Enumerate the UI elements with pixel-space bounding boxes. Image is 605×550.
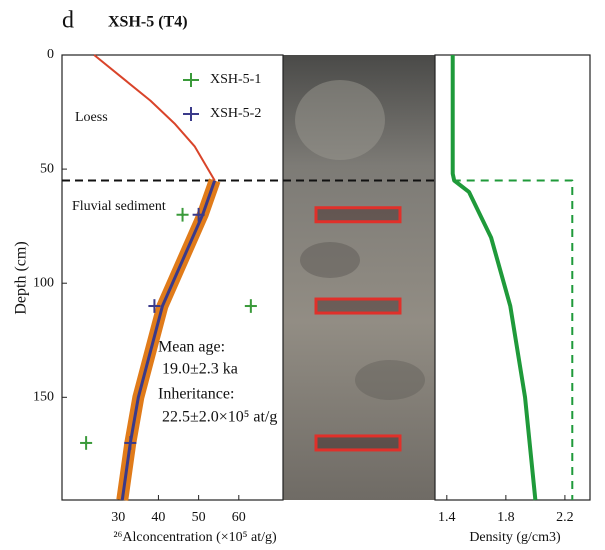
- x-axis-label: Density (g/cm3): [469, 530, 561, 545]
- plot-frame: [434, 54, 591, 501]
- data-point: [152, 304, 156, 308]
- legend-label: XSH-5-2: [210, 106, 261, 121]
- annotation: Inheritance:: [158, 386, 234, 403]
- data-point: [181, 213, 185, 217]
- x-tick-label: 1.4: [438, 510, 456, 525]
- data-point: [128, 441, 132, 445]
- profile-line: [93, 54, 216, 182]
- profile-line: [120, 180, 217, 501]
- data-point: [84, 441, 88, 445]
- y-tick-label: 150: [33, 390, 54, 405]
- plot-frame: [61, 54, 284, 501]
- chart-title: XSH-5 (T4): [108, 14, 188, 31]
- y-tick-label: 50: [40, 161, 54, 176]
- photo-texture: [295, 80, 385, 160]
- data-point: [249, 304, 253, 308]
- legend-label: XSH-5-1: [210, 72, 261, 87]
- y-tick-label: 0: [47, 47, 54, 62]
- y-tick-label: 100: [33, 275, 54, 290]
- x-tick-label: 60: [232, 510, 246, 525]
- sample-box: [314, 434, 402, 452]
- annotation: Mean age:: [158, 339, 225, 356]
- sample-box: [314, 206, 402, 224]
- annotation: Fluvial sediment: [72, 199, 166, 214]
- x-tick-label: 1.8: [497, 510, 515, 525]
- x-axis-label: ²⁶Alconcentration (×10⁵ at/g): [113, 530, 277, 545]
- x-tick-label: 30: [111, 510, 125, 525]
- data-point: [197, 213, 201, 217]
- photo-texture: [300, 242, 360, 278]
- annotation: Loess: [75, 110, 108, 125]
- sample-box: [314, 297, 402, 315]
- panel-label: d: [62, 8, 74, 34]
- photo-texture: [355, 360, 425, 400]
- profile-line: [450, 55, 538, 501]
- x-tick-label: 50: [192, 510, 206, 525]
- x-tick-label: 40: [151, 510, 165, 525]
- annotation: 19.0±2.3 ka: [162, 361, 238, 378]
- x-tick-label: 2.2: [556, 510, 574, 525]
- y-axis-label: Depth (cm): [13, 241, 30, 314]
- annotation: 22.5±2.0×10⁵ at/g: [162, 409, 277, 426]
- profile-line: [452, 179, 574, 500]
